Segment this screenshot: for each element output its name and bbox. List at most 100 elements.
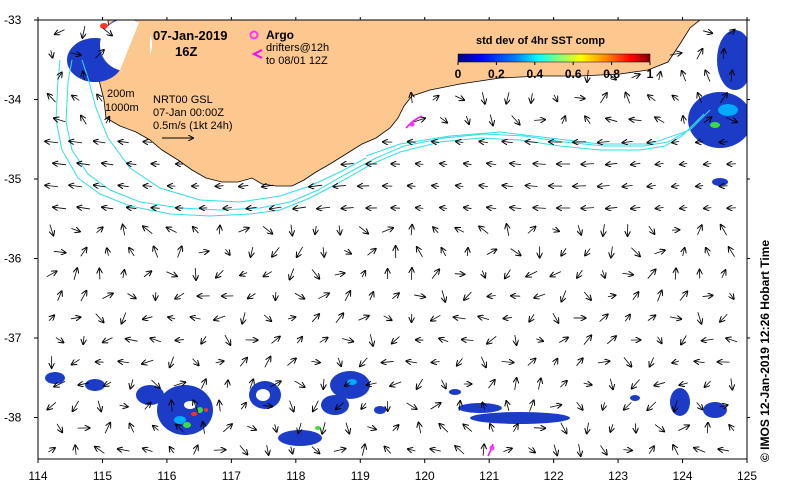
current-vector: [607, 72, 616, 79]
current-vector: [630, 119, 642, 120]
current-vector: [501, 362, 514, 363]
current-vector: [143, 317, 153, 320]
current-vector: [562, 116, 565, 124]
current-vector: [554, 444, 557, 455]
current-vector: [696, 402, 703, 410]
current-vector: [658, 291, 662, 302]
current-vector: [483, 444, 484, 456]
current-vector: [73, 400, 80, 411]
current-vector: [704, 164, 712, 165]
x-tick-label: 117: [222, 469, 241, 483]
current-vector: [648, 185, 656, 186]
current-vector: [311, 446, 320, 454]
current-vector: [696, 142, 704, 143]
current-vector: [673, 96, 679, 101]
current-vector: [313, 400, 319, 412]
current-vector: [506, 92, 509, 103]
current-vector: [550, 271, 561, 277]
current-vector: [191, 317, 201, 319]
current-vector: [417, 247, 423, 258]
current-vector: [370, 292, 373, 301]
current-vector: [659, 72, 661, 81]
current-vector: [457, 358, 463, 365]
current-vector: [175, 340, 184, 341]
current-vector: [432, 142, 440, 143]
current-vector: [648, 225, 655, 234]
current-vector: [622, 273, 633, 274]
y-tick-label: -38: [4, 411, 22, 425]
current-vector: [48, 94, 56, 103]
current-vector: [583, 383, 592, 385]
current-vector: [341, 339, 353, 342]
contour-1000m: [65, 59, 705, 211]
current-vector: [526, 271, 538, 276]
current-vector: [561, 248, 566, 255]
current-vector: [317, 207, 331, 209]
current-vector: [454, 317, 466, 319]
current-vector: [80, 248, 87, 257]
current-vector: [680, 208, 688, 209]
current-vector: [729, 425, 734, 432]
current-vector: [290, 268, 294, 280]
current-vector: [334, 273, 345, 275]
colorbar-tick-label: 0.4: [526, 67, 543, 81]
argo-marker: [409, 121, 495, 451]
current-vector: [606, 207, 618, 208]
current-vector: [69, 185, 83, 187]
current-vector: [98, 400, 101, 412]
x-tick-label: 124: [673, 469, 693, 483]
current-vector: [82, 26, 85, 38]
current-vector: [694, 448, 706, 453]
current-vector: [482, 270, 485, 278]
current-vector: [505, 269, 511, 279]
current-vector: [647, 401, 657, 410]
drifter-legend-line1: drifters@12h: [266, 42, 329, 54]
current-vector: [102, 207, 114, 209]
current-vector: [167, 227, 177, 233]
current-vector: [99, 269, 100, 280]
current-vector: [432, 96, 439, 100]
current-vector: [632, 292, 639, 301]
current-vector: [462, 340, 474, 341]
current-vector: [526, 142, 538, 143]
current-vector: [482, 403, 484, 410]
current-vector: [506, 224, 508, 236]
current-vector: [534, 120, 545, 121]
current-vector: [625, 315, 630, 322]
current-vector: [669, 53, 682, 55]
current-vector: [227, 380, 228, 388]
current-vector: [152, 208, 160, 209]
colorbar-ticks: 0 0.2 0.4 0.6 0.8 1: [455, 62, 654, 81]
current-vector: [315, 225, 316, 234]
current-vector: [216, 270, 224, 277]
current-vector: [69, 141, 83, 143]
current-vector: [239, 445, 247, 454]
current-vector: [726, 117, 737, 122]
current-vector: [442, 248, 446, 257]
current-vector: [587, 422, 589, 434]
current-vector: [479, 185, 488, 186]
current-vector: [698, 225, 702, 235]
current-vector: [515, 335, 517, 345]
current-vector: [600, 445, 607, 454]
current-vector: [48, 448, 55, 452]
current-vector: [576, 402, 583, 409]
current-vector: [298, 422, 301, 433]
current-vector: [658, 336, 662, 343]
current-vector: [560, 381, 567, 388]
current-vector: [559, 337, 568, 343]
current-vector: [46, 271, 57, 278]
current-vector: [75, 445, 76, 455]
current-vector: [414, 295, 425, 297]
current-vector: [488, 295, 496, 296]
current-vector: [51, 50, 53, 57]
current-vector: [95, 447, 105, 454]
current-vector: [729, 247, 735, 258]
current-vector: [195, 268, 196, 280]
current-vector: [549, 405, 561, 407]
current-vector: [560, 422, 567, 434]
colorbar-tick-label: 0: [455, 67, 462, 81]
x-tick-label: 116: [157, 469, 176, 483]
current-vector: [705, 70, 711, 82]
current-vector: [650, 357, 654, 366]
